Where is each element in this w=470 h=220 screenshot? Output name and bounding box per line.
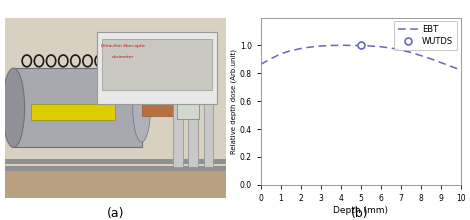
EBT — [358, 44, 364, 47]
Bar — [141, 103, 172, 116]
Bar — [102, 39, 212, 90]
EBT — [328, 44, 334, 47]
EBT — [288, 49, 294, 52]
X-axis label: Depth (mm): Depth (mm) — [333, 206, 388, 214]
Bar — [5, 159, 226, 164]
Text: (b): (b) — [351, 207, 368, 220]
Bar — [5, 165, 226, 198]
Bar — [188, 66, 198, 167]
EBT — [388, 47, 393, 49]
Bar — [172, 82, 217, 90]
Bar — [204, 66, 213, 167]
EBT — [308, 46, 313, 48]
Bar — [172, 66, 182, 167]
EBT — [428, 57, 433, 60]
EBT — [268, 57, 274, 60]
Bar — [31, 104, 115, 120]
Legend: EBT, WUTDS: EBT, WUTDS — [394, 21, 457, 50]
EBT — [368, 45, 374, 47]
Bar — [5, 166, 226, 171]
Y-axis label: Relative depth dose (Arb.unit): Relative depth dose (Arb.unit) — [230, 49, 237, 154]
EBT — [258, 63, 264, 66]
Bar — [5, 18, 226, 165]
EBT — [278, 53, 284, 55]
EBT — [408, 51, 414, 54]
Bar — [14, 68, 141, 147]
EBT — [348, 44, 353, 47]
Bar — [97, 32, 217, 104]
EBT — [448, 65, 454, 68]
EBT — [378, 45, 384, 48]
Text: (a): (a) — [106, 207, 124, 220]
Line: EBT: EBT — [261, 45, 461, 70]
EBT — [438, 61, 444, 64]
Text: dosimeter: dosimeter — [112, 55, 134, 59]
Bar — [177, 93, 199, 119]
Ellipse shape — [133, 73, 150, 142]
EBT — [458, 68, 463, 71]
EBT — [318, 45, 323, 47]
EBT — [418, 54, 423, 57]
EBT — [338, 44, 344, 47]
EBT — [398, 49, 403, 51]
Ellipse shape — [2, 68, 24, 147]
EBT — [298, 47, 304, 50]
Text: Ultra-thin fiber-optic: Ultra-thin fiber-optic — [101, 44, 145, 48]
